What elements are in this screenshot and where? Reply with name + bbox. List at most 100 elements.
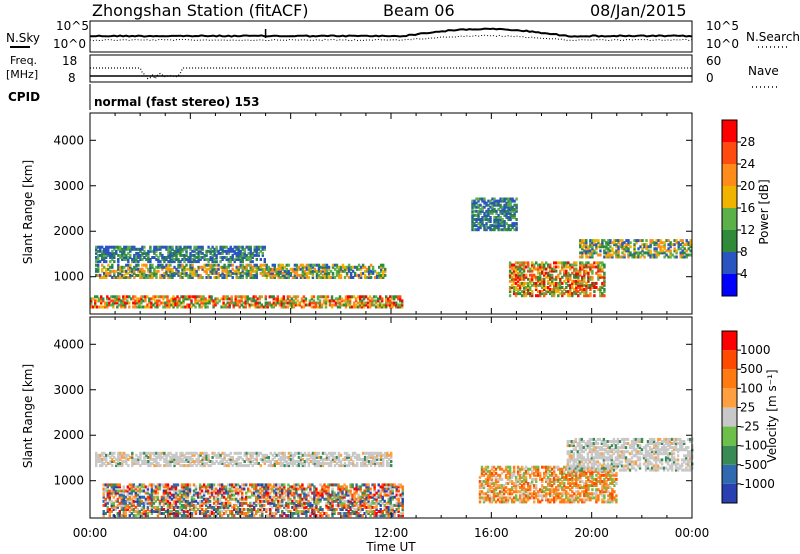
heatmap-cell xyxy=(303,453,307,457)
heatmap-cell xyxy=(359,503,362,507)
heatmap-cell xyxy=(153,247,156,251)
heatmap-cell xyxy=(365,464,369,468)
heatmap-cell xyxy=(601,239,604,243)
heatmap-cell xyxy=(281,464,285,468)
heatmap-cell xyxy=(229,249,232,253)
heatmap-cell xyxy=(241,267,244,271)
heatmap-cell xyxy=(282,303,286,307)
heatmap-cell xyxy=(202,485,206,489)
heatmap-cell xyxy=(159,457,162,461)
heatmap-cell xyxy=(237,247,240,251)
heatmap-cell xyxy=(339,269,343,273)
heatmap-cell xyxy=(181,263,184,267)
heatmap-cell xyxy=(675,239,678,243)
heatmap-cell xyxy=(365,451,369,455)
heatmap-cell xyxy=(101,249,104,253)
heatmap-cell xyxy=(130,497,134,501)
heatmap-cell xyxy=(511,226,514,230)
heatmap-cell xyxy=(391,303,394,307)
heatmap-cell xyxy=(118,503,122,507)
heatmap-cell xyxy=(95,251,98,255)
heatmap-cell xyxy=(218,505,222,509)
heatmap-cell xyxy=(167,460,170,463)
heatmap-cell xyxy=(275,271,279,275)
heatmap-cell xyxy=(247,273,250,277)
heatmap-cell xyxy=(331,457,335,461)
heatmap-cell xyxy=(245,451,248,455)
heatmap-cell xyxy=(255,487,258,491)
heatmap-cell xyxy=(338,303,342,307)
heatmap-cell xyxy=(204,510,208,513)
heatmap-cell xyxy=(115,276,118,279)
heatmap-cell xyxy=(202,299,205,303)
heatmap-cell xyxy=(191,253,194,257)
heatmap-cell xyxy=(537,265,540,269)
heatmap-cell xyxy=(561,265,564,269)
heatmap-cell xyxy=(317,514,320,518)
heatmap-cell xyxy=(573,267,576,271)
heatmap-cell xyxy=(537,290,540,294)
heatmap-cell xyxy=(142,305,145,309)
heatmap-cell xyxy=(581,283,584,287)
heatmap-cell xyxy=(233,245,236,249)
heatmap-cell xyxy=(321,464,325,468)
heatmap-cell xyxy=(165,460,168,463)
heatmap-cell xyxy=(318,295,322,299)
heatmap-cell xyxy=(657,239,660,243)
heatmap-cell xyxy=(359,505,362,509)
heatmap-cell xyxy=(611,255,614,259)
heatmap-cell xyxy=(198,501,202,505)
heatmap-cell xyxy=(192,493,196,497)
heatmap-cell xyxy=(179,253,182,257)
heatmap-cell xyxy=(194,493,198,497)
heatmap-cell xyxy=(245,453,248,457)
heatmap-cell xyxy=(126,489,130,493)
heatmap-cell xyxy=(515,203,518,207)
heatmap-cell xyxy=(581,281,584,285)
heatmap-cell xyxy=(382,276,385,279)
heatmap-cell xyxy=(300,297,304,301)
heatmap-cell xyxy=(473,199,476,203)
heatmap-cell xyxy=(169,249,172,253)
heatmap-cell xyxy=(233,489,236,493)
heatmap-cell xyxy=(351,503,354,507)
heatmap-cell xyxy=(491,211,494,215)
heatmap-cell xyxy=(235,253,238,257)
heatmap-cell xyxy=(373,485,376,489)
heatmap-cell xyxy=(287,497,290,501)
heatmap-cell xyxy=(473,222,476,226)
heatmap-cell xyxy=(603,263,606,267)
heatmap-cell xyxy=(587,279,590,283)
heatmap-cell xyxy=(311,460,315,463)
heatmap-cell xyxy=(349,276,353,279)
heatmap-cell xyxy=(629,241,632,245)
heatmap-cell xyxy=(169,258,172,261)
heatmap-cell xyxy=(95,258,98,261)
heatmap-cell xyxy=(249,265,252,269)
heatmap-cell xyxy=(239,487,242,491)
heatmap-cell xyxy=(499,203,502,207)
heatmap-cell xyxy=(370,303,374,307)
heatmap-cell xyxy=(487,203,490,207)
heatmap-cell xyxy=(277,273,281,277)
heatmap-cell xyxy=(235,499,238,503)
heatmap-cell xyxy=(121,462,124,465)
heatmap-cell xyxy=(473,203,476,207)
heatmap-cell xyxy=(527,265,530,269)
heatmap-cell xyxy=(549,265,552,269)
heatmap-cell xyxy=(101,464,104,468)
heatmap-cell xyxy=(309,455,313,459)
heatmap-cell xyxy=(183,269,186,273)
heatmap-cell xyxy=(281,455,285,459)
heatmap-cell xyxy=(118,489,122,493)
heatmap-cell xyxy=(222,505,226,509)
heatmap-cell xyxy=(635,255,638,259)
heatmap-cell xyxy=(297,505,300,509)
heatmap-cell xyxy=(375,455,379,459)
heatmap-cell xyxy=(122,485,126,489)
heatmap-cell xyxy=(120,301,123,305)
heatmap-cell xyxy=(193,453,196,457)
heatmap-cell xyxy=(509,199,512,203)
heatmap-cell xyxy=(135,263,138,267)
heatmap-cell xyxy=(395,303,398,307)
